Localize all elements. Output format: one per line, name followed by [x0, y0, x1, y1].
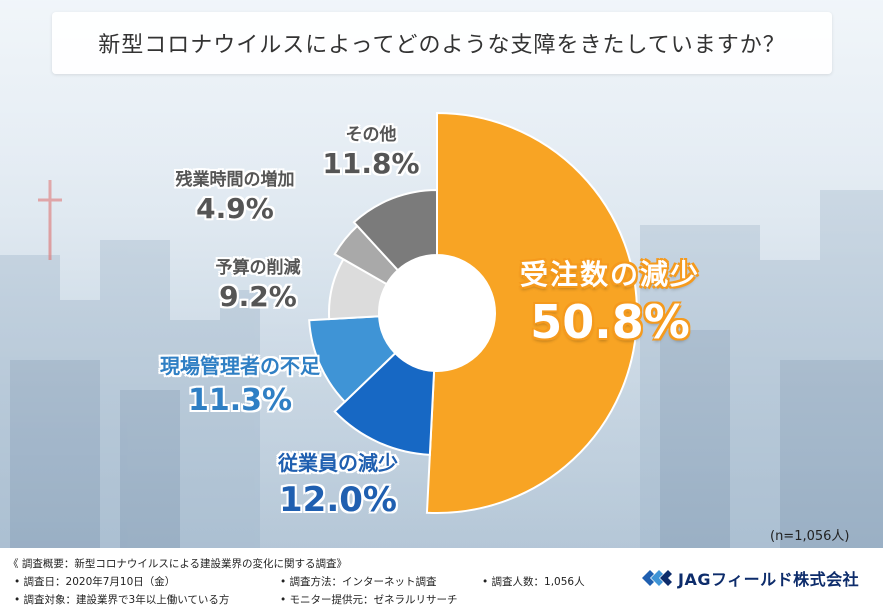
slice-label-name: 現場管理者の不足 [160, 354, 320, 378]
survey-count: • 調査人数：1,056人 [482, 576, 585, 588]
slice-label-value: 12.0% [279, 480, 397, 520]
sample-size-note: (n=1,056人) [770, 529, 850, 544]
survey-summary: 《 調査概要：新型コロナウイルスによる建設業界の変化に関する調査》 [8, 558, 348, 570]
slice-label-name: 残業時間の増加 [175, 170, 295, 190]
label-other: その他 11.8% [316, 120, 426, 180]
survey-date: • 調査日：2020年7月10日（金） [14, 576, 176, 588]
donut-hole [379, 255, 495, 371]
label-budget-cut: 予算の削減 9.2% [188, 253, 328, 313]
survey-target: • 調査対象：建設業界で3年以上働いている方 [14, 594, 230, 606]
survey-footer: 《 調査概要：新型コロナウイルスによる建設業界の変化に関する調査》 • 調査日：… [0, 548, 883, 610]
slice-label-value: 50.8% [530, 295, 690, 349]
title-box: 新型コロナウイルスによってどのような支障をきたしていますか？ [52, 12, 832, 74]
slice-label-value: 9.2% [219, 280, 297, 313]
slice-label-name: その他 [345, 125, 397, 145]
company-logo: JAGフィールド株式会社 [642, 566, 859, 590]
slice-label-name: 予算の削減 [215, 258, 301, 278]
pie-slice-1 [333, 351, 436, 456]
survey-provider: • モニター提供元：ゼネラルリサーチ [280, 594, 458, 606]
label-overtime-increase: 残業時間の増加 4.9% [150, 165, 320, 225]
slice-label-value: 4.9% [196, 192, 274, 225]
label-orders-decrease: 受注数の減少 50.8% [495, 253, 725, 349]
label-manager-shortage: 現場管理者の不足 11.3% [120, 350, 360, 418]
slice-label-name: 受注数の減少 [519, 258, 700, 291]
company-name: JAGフィールド株式会社 [678, 570, 860, 589]
slice-label-value: 11.8% [322, 147, 420, 180]
survey-method: • 調査方法：インターネット調査 [280, 576, 437, 588]
slice-label-value: 11.3% [187, 383, 293, 418]
slice-label-name: 従業員の減少 [278, 451, 398, 475]
half-donut-chart [308, 111, 639, 514]
label-staff-decrease: 従業員の減少 12.0% [238, 447, 438, 520]
jag-logo-icon [642, 570, 672, 586]
chart-title: 新型コロナウイルスによってどのような支障をきたしていますか？ [98, 33, 786, 58]
